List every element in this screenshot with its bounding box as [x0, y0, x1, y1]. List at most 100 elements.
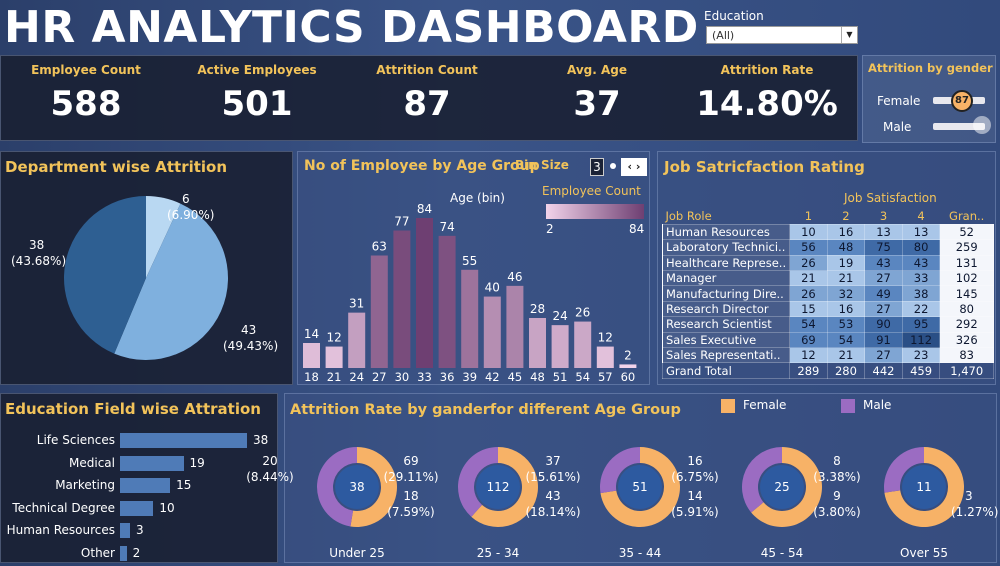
satisfaction-cell[interactable]: 21 — [826, 270, 866, 287]
donut-male-pct: (5.91%) — [671, 505, 719, 519]
age-bar-30[interactable] — [393, 230, 411, 369]
donut-total: 51 — [632, 480, 648, 494]
satisfaction-cell[interactable]: 27 — [864, 347, 903, 364]
satisfaction-cell[interactable]: 49 — [864, 285, 903, 302]
age-bar-18[interactable] — [303, 343, 320, 368]
age-bar-42[interactable] — [483, 296, 501, 368]
donut-male-segment[interactable] — [884, 447, 924, 493]
satisfaction-cell[interactable]: 27 — [864, 300, 903, 318]
satisfaction-cell[interactable]: 91 — [864, 331, 903, 349]
satisfaction-cell[interactable]: 38 — [901, 285, 941, 302]
satisfaction-cell[interactable]: 32 — [826, 285, 866, 302]
satisfaction-cell[interactable]: 56 — [789, 239, 828, 256]
donut-male-segment[interactable] — [457, 447, 498, 517]
bin-stepper-arrows-icon[interactable]: ‹ › — [621, 158, 647, 176]
satisfaction-cell[interactable]: 15 — [789, 300, 828, 318]
satisfaction-cell[interactable]: 48 — [826, 239, 866, 256]
donut-center — [476, 465, 520, 509]
education-field-panel: Education Field wise Attration Life Scie… — [0, 393, 278, 563]
edu-field-bar[interactable] — [120, 455, 184, 471]
chevron-down-icon[interactable]: ▼ — [841, 27, 857, 43]
donut-female-segment[interactable] — [471, 447, 538, 527]
satisfaction-cell[interactable]: 26 — [789, 285, 828, 302]
age-bar-33[interactable] — [416, 218, 433, 368]
edu-field-value: 2 — [132, 546, 141, 560]
age-bar-39[interactable] — [461, 269, 479, 368]
grand-total-row: Grand Total 289 280 442 459 1,470 — [661, 362, 994, 379]
age-bar-21[interactable] — [325, 346, 343, 368]
satisfaction-cell[interactable]: 27 — [864, 270, 903, 287]
satisfaction-cell[interactable]: 80 — [901, 239, 941, 256]
satisfaction-cell[interactable]: 10 — [789, 223, 828, 241]
dept-slice-43[interactable] — [114, 203, 228, 360]
bin-slider-dot[interactable] — [610, 163, 616, 169]
edu-field-bar[interactable] — [120, 478, 171, 494]
satisfaction-cell[interactable]: 90 — [864, 316, 903, 333]
satisfaction-cell[interactable]: 23 — [901, 347, 941, 364]
satisfaction-cell[interactable]: 43 — [864, 254, 903, 272]
age-bar-27[interactable] — [370, 255, 388, 369]
satisfaction-cell[interactable]: 21 — [826, 347, 866, 364]
edu-field-bar[interactable] — [120, 546, 127, 561]
age-bar-value: 12 — [326, 331, 341, 345]
satisfaction-cell[interactable]: 22 — [901, 300, 941, 318]
satisfaction-cell[interactable]: 33 — [901, 270, 941, 287]
satisfaction-cell[interactable]: 26 — [789, 254, 828, 272]
age-bar-60[interactable] — [619, 364, 637, 368]
gender-female-label: Female — [877, 94, 921, 108]
satisfaction-cell[interactable]: 13 — [901, 223, 941, 241]
satisfaction-cell[interactable]: 95 — [901, 316, 941, 333]
donut-female-segment[interactable] — [884, 447, 964, 527]
age-bar-45[interactable] — [506, 285, 524, 368]
gender-female-marker[interactable]: 87 — [951, 90, 973, 112]
education-filter-dropdown[interactable]: (All) ▼ — [706, 26, 858, 44]
dept-slice-38[interactable] — [63, 196, 147, 354]
edu-field-bar[interactable] — [120, 433, 247, 448]
satisfaction-cell[interactable]: 54 — [826, 331, 866, 349]
satisfaction-cell[interactable]: 112 — [901, 331, 941, 349]
age-bar-value: 46 — [507, 270, 522, 284]
gender-male-marker[interactable] — [973, 116, 991, 134]
satisfaction-cell[interactable]: 13 — [864, 223, 903, 241]
edu-field-bar[interactable] — [120, 500, 154, 516]
satisfaction-cell[interactable]: 53 — [826, 316, 866, 333]
education-filter-value: (All) — [712, 29, 735, 42]
donut-female-segment[interactable] — [751, 447, 822, 527]
age-bar-54[interactable] — [574, 321, 592, 368]
donut-female-count: 69 — [403, 454, 419, 468]
donut-male-count: 9 — [833, 489, 841, 503]
satisfaction-cell[interactable]: 19 — [826, 254, 866, 272]
dept-pct-43: (49.43%) — [223, 339, 279, 353]
age-bar-24[interactable] — [348, 312, 366, 368]
satisfaction-cell[interactable]: 43 — [901, 254, 941, 272]
satisfaction-cell[interactable]: 69 — [789, 331, 828, 349]
donut-center — [760, 465, 804, 509]
donut-male-segment[interactable] — [317, 447, 357, 527]
gender-attrition-title: Attrition by gender — [868, 61, 993, 75]
age-bar-57[interactable] — [596, 346, 614, 368]
level-header: 1 — [804, 209, 813, 224]
donut-female-segment[interactable] — [600, 447, 680, 527]
row-total: 80 — [939, 300, 994, 318]
donut-female-count: 37 — [545, 454, 561, 468]
satisfaction-cell[interactable]: 16 — [826, 300, 866, 318]
satisfaction-cell[interactable]: 54 — [789, 316, 828, 333]
row-total: 102 — [939, 270, 994, 287]
age-bar-51[interactable] — [551, 325, 569, 368]
age-bar-value: 26 — [575, 306, 590, 320]
edu-field-bar[interactable] — [120, 523, 131, 539]
bin-size-value[interactable]: 3 — [590, 158, 604, 176]
age-bar-36[interactable] — [438, 235, 456, 368]
job-role-name: Sales Executive — [661, 331, 791, 349]
age-bar-48[interactable] — [529, 318, 546, 368]
satisfaction-cell[interactable]: 12 — [789, 347, 828, 364]
dept-slice-6[interactable] — [146, 196, 181, 278]
donut-male-segment[interactable] — [742, 447, 782, 513]
satisfaction-cell[interactable]: 16 — [826, 223, 866, 241]
donut-female-segment[interactable] — [350, 447, 397, 527]
donut-male-segment[interactable] — [600, 447, 640, 494]
age-bar-value: 74 — [439, 220, 454, 234]
edu-field-label: Medical — [69, 455, 115, 470]
satisfaction-cell[interactable]: 21 — [789, 270, 828, 287]
satisfaction-cell[interactable]: 75 — [864, 239, 903, 256]
